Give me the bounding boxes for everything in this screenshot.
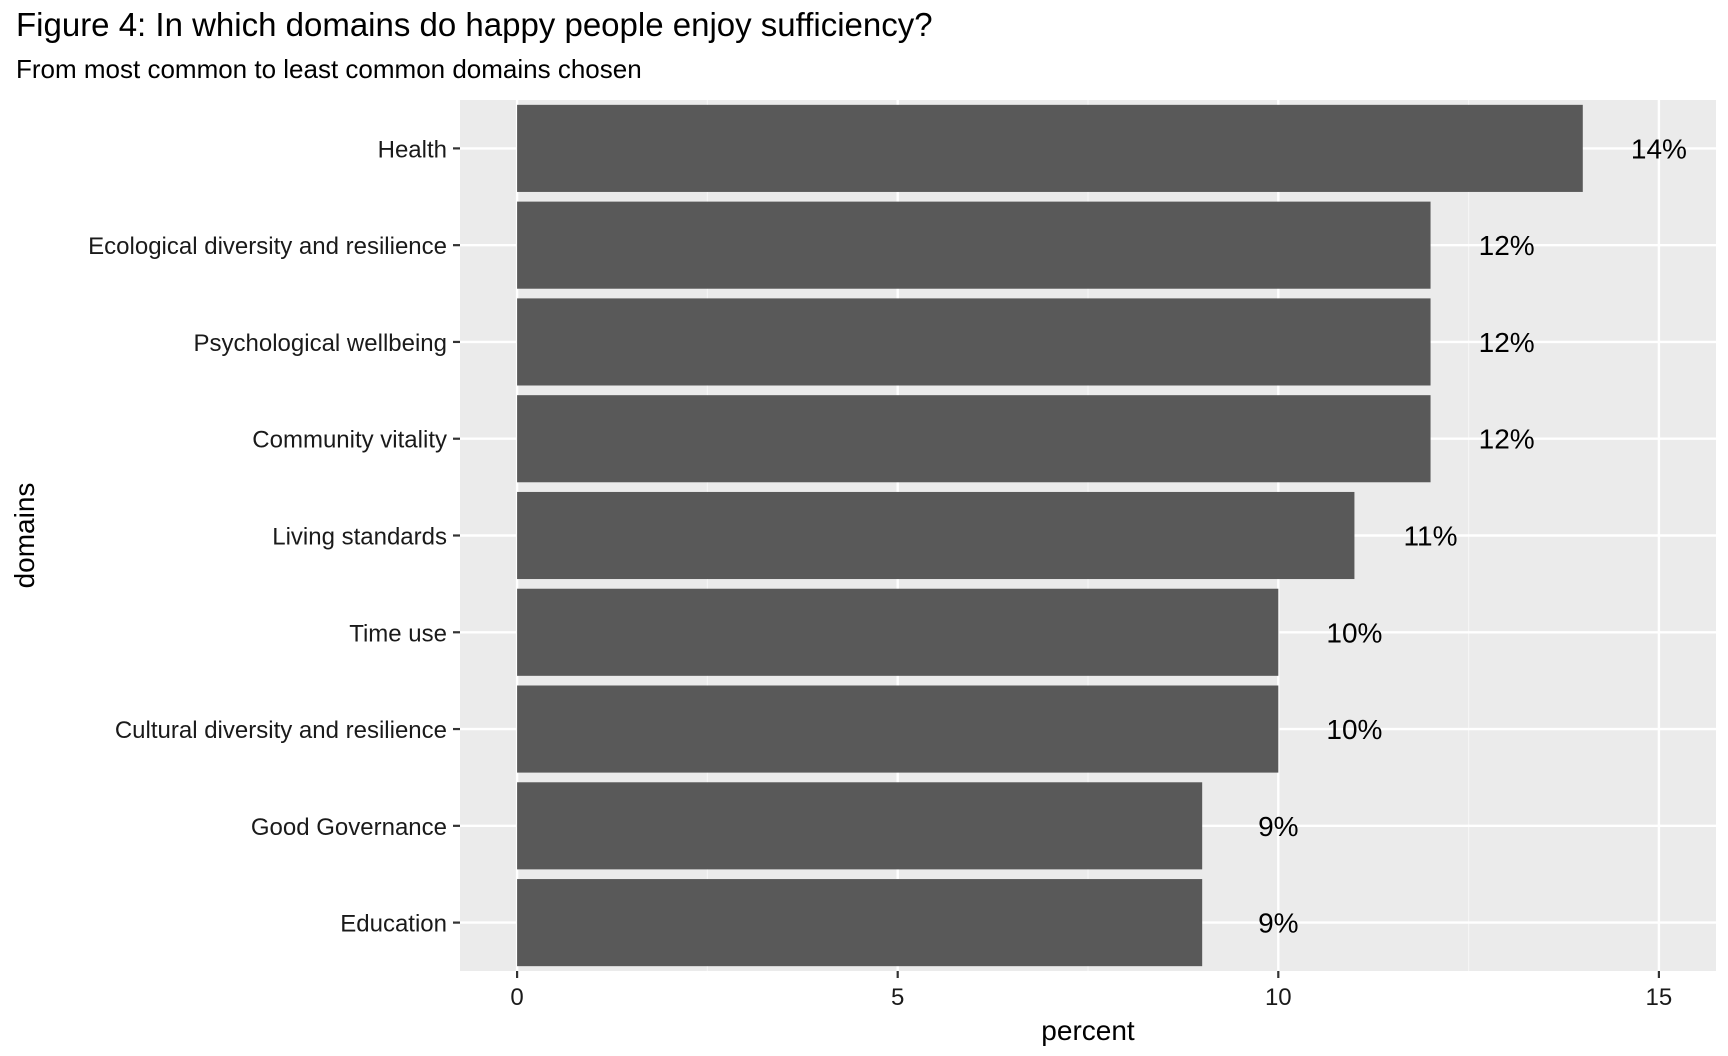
category-label: Living standards (272, 524, 447, 551)
bar (517, 879, 1203, 967)
bar (517, 298, 1431, 386)
data-label: 10% (1326, 617, 1382, 648)
category-label: Time use (349, 620, 447, 647)
category-label: Cultural diversity and resilience (115, 717, 447, 744)
x-tick-label: 10 (1265, 984, 1292, 1011)
bar (517, 104, 1583, 192)
chart-subtitle: From most common to least common domains… (16, 54, 642, 84)
category-label: Health (378, 136, 447, 163)
category-label: Community vitality (252, 427, 447, 454)
data-label: 9% (1258, 811, 1298, 842)
category-label: Psychological wellbeing (194, 330, 447, 357)
bars (517, 104, 1583, 967)
category-label: Good Governance (251, 814, 447, 841)
chart-title: Figure 4: In which domains do happy peop… (16, 6, 933, 43)
bar (517, 395, 1431, 483)
category-label: Education (340, 911, 447, 938)
bar (517, 588, 1279, 676)
category-label: Ecological diversity and resilience (88, 233, 447, 260)
x-axis: 0 5 10 15 (510, 971, 1672, 1011)
data-labels: 14% 12% 12% 12% 11% 10% 10% 9% 9% (1258, 133, 1687, 938)
data-label: 12% (1479, 424, 1535, 455)
bar (517, 201, 1431, 289)
x-axis-title: percent (1041, 1015, 1135, 1046)
data-label: 14% (1631, 133, 1687, 164)
x-tick-label: 15 (1646, 984, 1673, 1011)
data-label: 9% (1258, 908, 1298, 939)
bar (517, 782, 1203, 870)
y-axis-title: domains (9, 483, 40, 589)
data-label: 11% (1404, 521, 1458, 552)
x-tick-label: 0 (510, 984, 523, 1011)
y-axis: Health Ecological diversity and resilienc… (88, 136, 460, 938)
data-label: 12% (1479, 327, 1535, 358)
bar (517, 491, 1355, 580)
data-label: 12% (1479, 230, 1535, 261)
bar (517, 685, 1279, 773)
data-label: 10% (1326, 714, 1382, 745)
x-tick-label: 5 (891, 984, 904, 1011)
